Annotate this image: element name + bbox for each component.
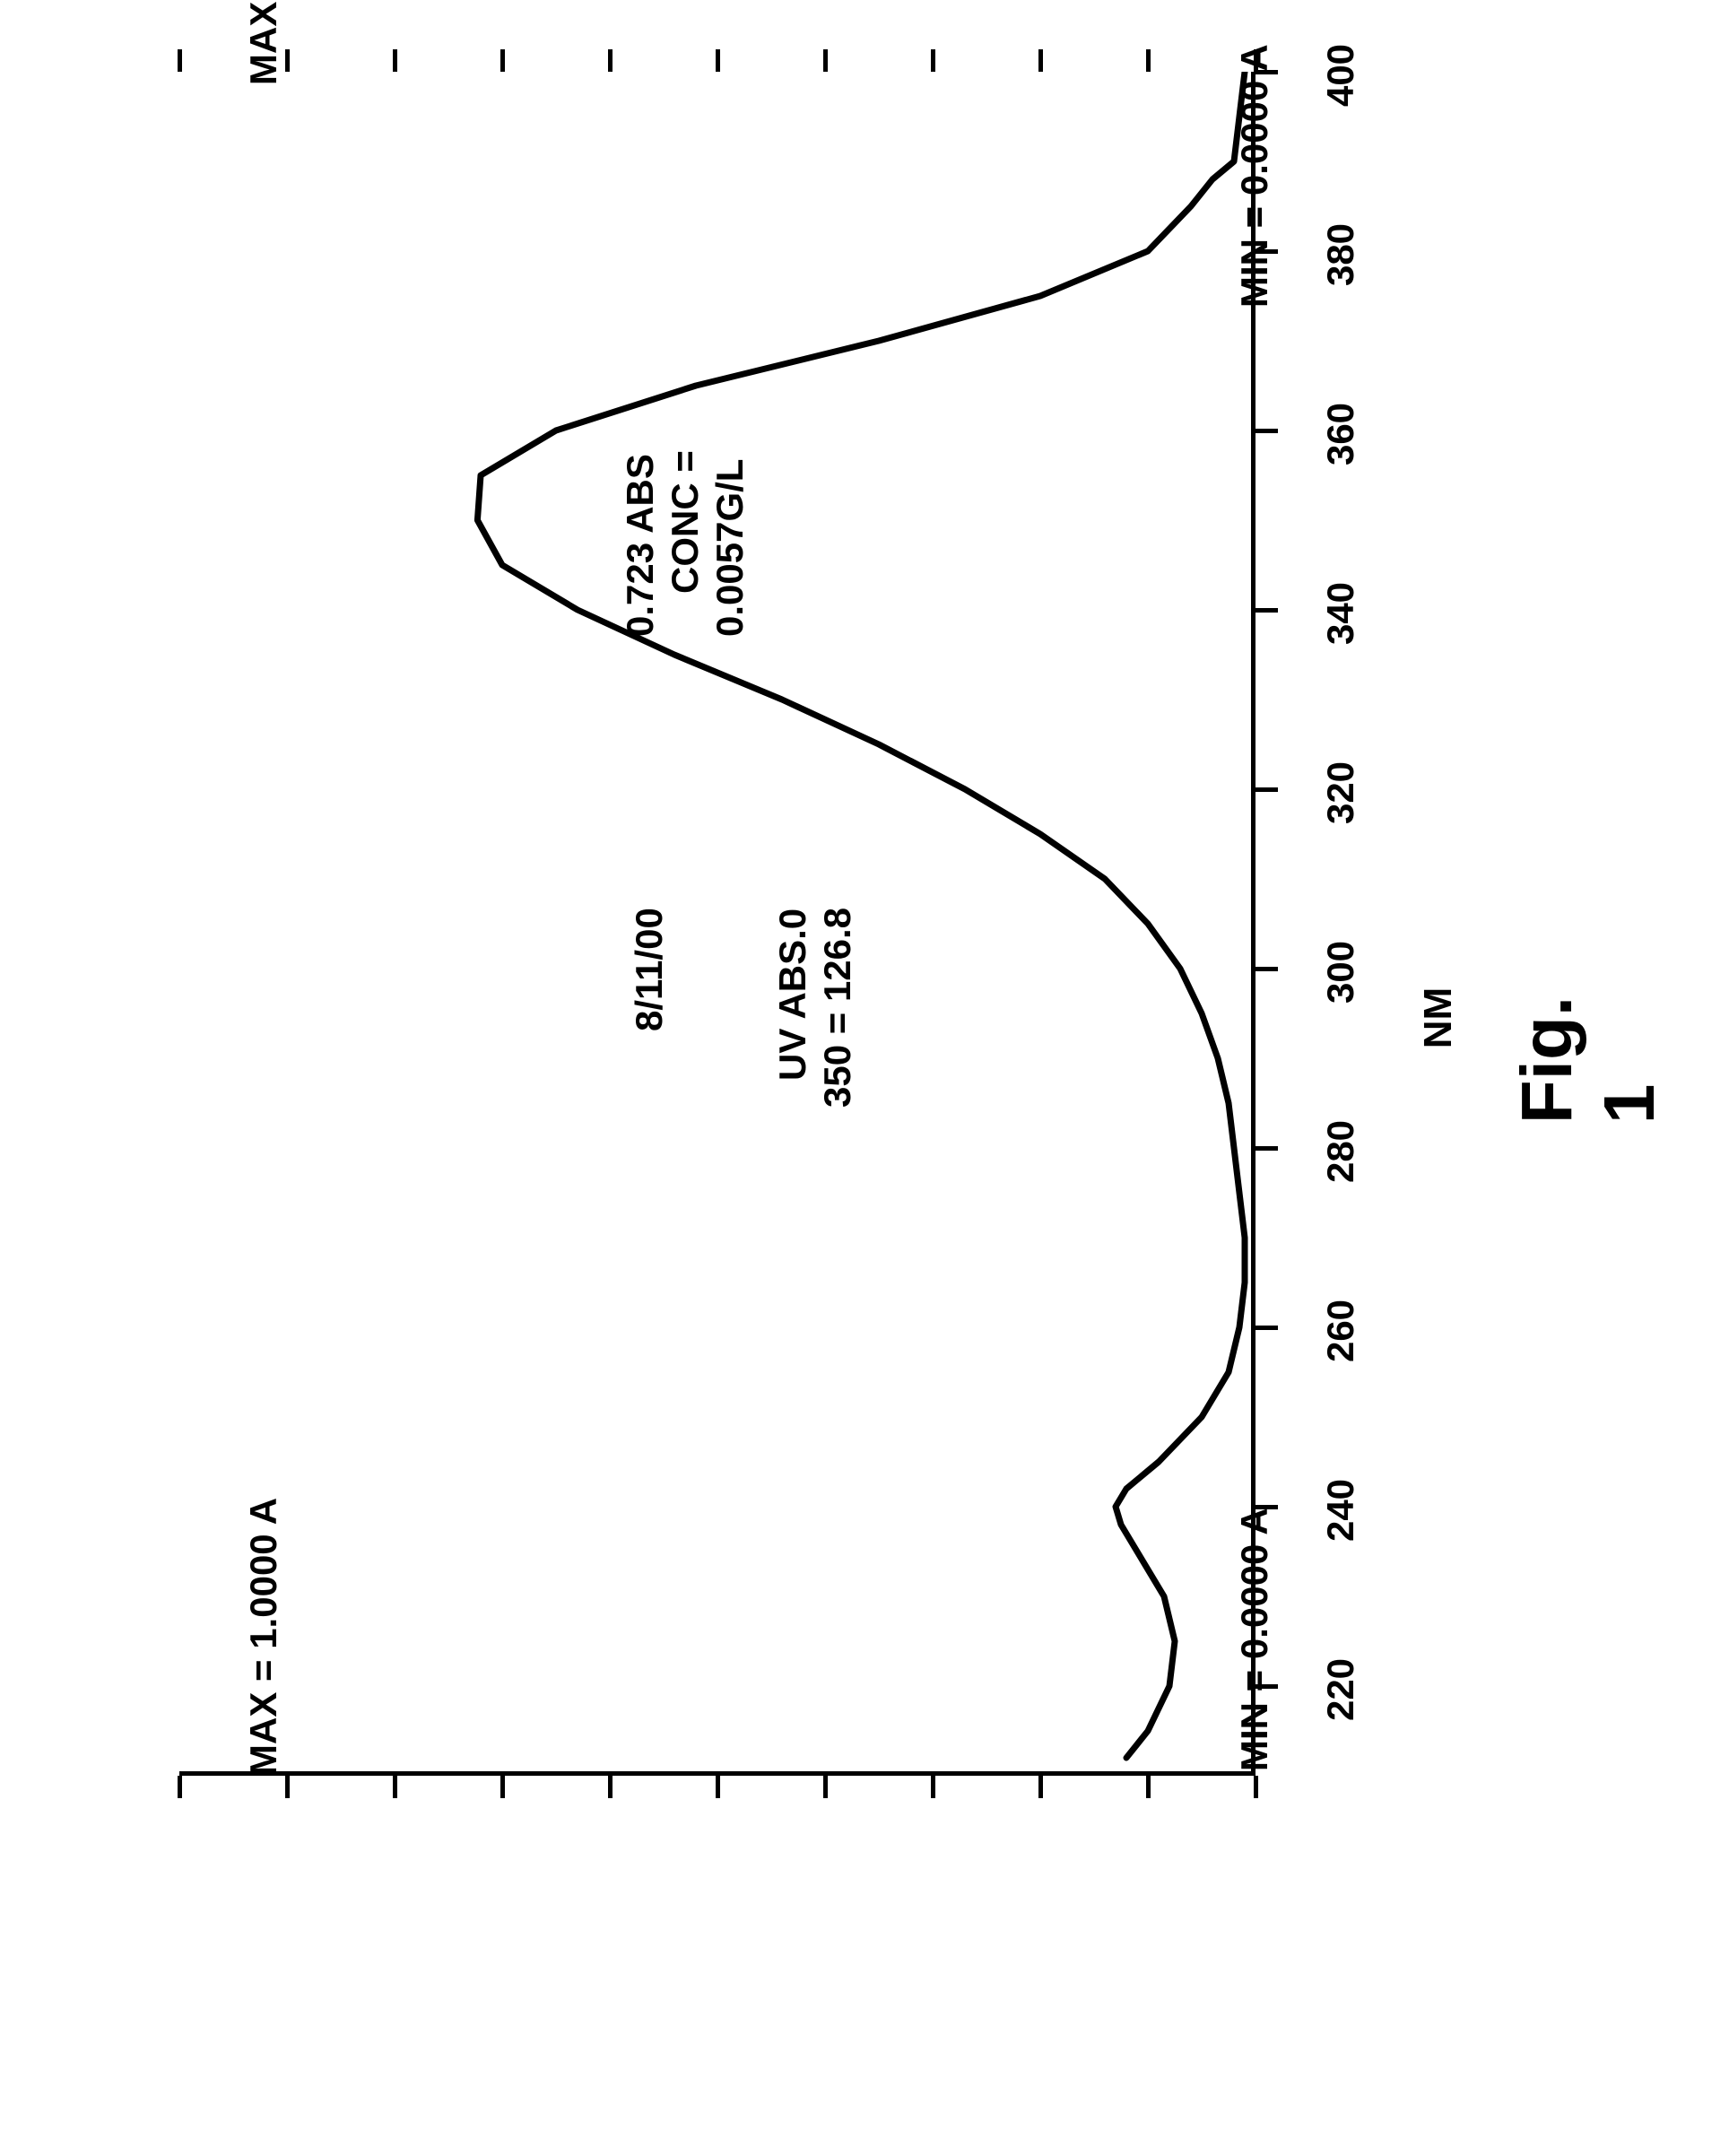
y-tick — [931, 1776, 935, 1798]
x-tick-label: 300 — [1319, 941, 1362, 1004]
min-label-right: MIN = 0.0000 A — [1233, 1508, 1276, 1771]
date-label: 8/11/00 — [628, 908, 671, 1031]
x-tick-label: 260 — [1319, 1300, 1362, 1362]
y-tick — [178, 1776, 182, 1798]
y-tick — [285, 1776, 290, 1798]
x-tick-label: 400 — [1319, 44, 1362, 107]
y-tick-top — [931, 49, 935, 72]
x-tick-label: 320 — [1319, 761, 1362, 824]
abs-value-label: 0.723 ABS — [619, 454, 662, 637]
y-tick — [608, 1776, 613, 1798]
y-tick-top — [178, 49, 182, 72]
plot-area — [179, 72, 1255, 1776]
y-tick — [1038, 1776, 1043, 1798]
conc-label: CONC = — [664, 450, 707, 594]
x-tick — [1255, 429, 1278, 433]
y-tick-top — [823, 49, 828, 72]
x-axis-label: NM — [1416, 987, 1461, 1048]
y-tick-top — [393, 49, 397, 72]
max-label-right: MAX = 1.0000 A — [242, 1498, 285, 1776]
y-tick — [823, 1776, 828, 1798]
uv-abs-label: UV ABS.0 — [771, 908, 814, 1081]
y-tick-top — [716, 49, 720, 72]
x-tick — [1255, 967, 1278, 971]
y-tick — [716, 1776, 720, 1798]
y-tick-top — [500, 49, 505, 72]
y-tick-top — [285, 49, 290, 72]
y-tick — [1254, 1776, 1258, 1798]
x-tick-label: 340 — [1319, 582, 1362, 645]
x-tick — [1255, 1146, 1278, 1151]
y-tick — [500, 1776, 505, 1798]
x-tick — [1255, 787, 1278, 792]
spectrum-curve — [179, 72, 1255, 1776]
y-tick — [1146, 1776, 1151, 1798]
chart-container: 220240260280300320340360380400 MAX = 1.0… — [179, 72, 1525, 1955]
figure-label: Fig. 1 — [1506, 996, 1671, 1124]
x-tick — [1255, 608, 1278, 613]
x-tick-label: 220 — [1319, 1658, 1362, 1721]
x-tick — [1255, 1326, 1278, 1330]
x-tick-label: 360 — [1319, 403, 1362, 465]
y-tick-top — [1038, 49, 1043, 72]
x-tick-label: 280 — [1319, 1120, 1362, 1183]
y-tick — [393, 1776, 397, 1798]
x-tick-label: 240 — [1319, 1479, 1362, 1542]
conc-value-label: 0.0057G/L — [708, 459, 752, 637]
max-label-left: MAX = 1.0000 A — [242, 0, 285, 85]
min-label-left: MIN = 0.0000 A — [1233, 44, 1276, 308]
x-tick-label: 380 — [1319, 223, 1362, 286]
uv-value-label: 350 = 126.8 — [816, 908, 859, 1108]
y-tick-top — [608, 49, 613, 72]
y-tick-top — [1146, 49, 1151, 72]
